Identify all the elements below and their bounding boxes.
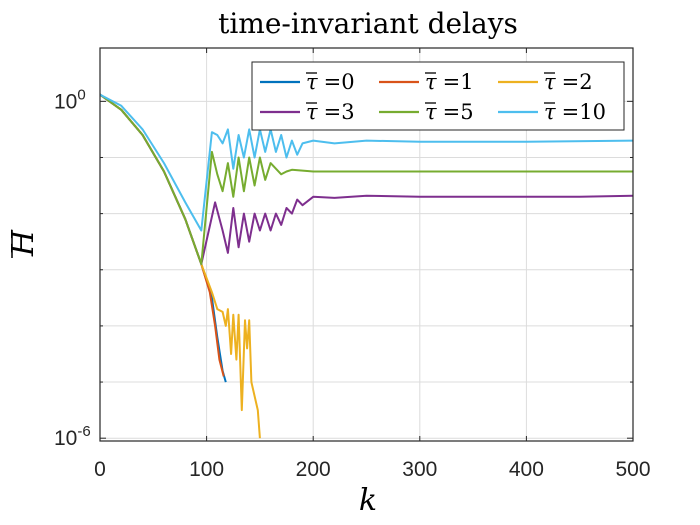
legend-label-5: τ =10 [544, 100, 606, 124]
legend: τ =0 τ =1 τ =2 τ =3 τ =5 τ =10 [251, 61, 625, 131]
legend-label-0: τ =0 [306, 70, 355, 94]
y-axis-label-group: H [6, 229, 41, 258]
legend-label-3: τ =3 [306, 100, 355, 124]
series-line-5 [99, 93, 634, 232]
x-tick-label: 500 [615, 458, 650, 481]
y-tick-label: 100 [54, 86, 86, 113]
series-group [99, 93, 634, 439]
plot-frame [99, 47, 634, 442]
y-tick-label: 10-6 [54, 423, 91, 450]
x-tick-label: 300 [402, 458, 437, 481]
x-tick-label: 200 [296, 458, 331, 481]
legend-label-2: τ =2 [544, 70, 593, 94]
x-axis-label: k [359, 483, 377, 518]
legend-label-4: τ =5 [425, 100, 474, 124]
x-tick-label: 400 [509, 458, 544, 481]
legend-label-1: τ =1 [425, 70, 474, 94]
x-tick-label: 0 [94, 458, 106, 481]
x-tick-label: 100 [189, 458, 224, 481]
tick-labels: 0 100 200 300 400 500 100 10-6 [54, 86, 651, 481]
chart-title: time-invariant delays [218, 7, 518, 40]
series-line-4 [99, 93, 633, 266]
ticks [99, 48, 634, 441]
